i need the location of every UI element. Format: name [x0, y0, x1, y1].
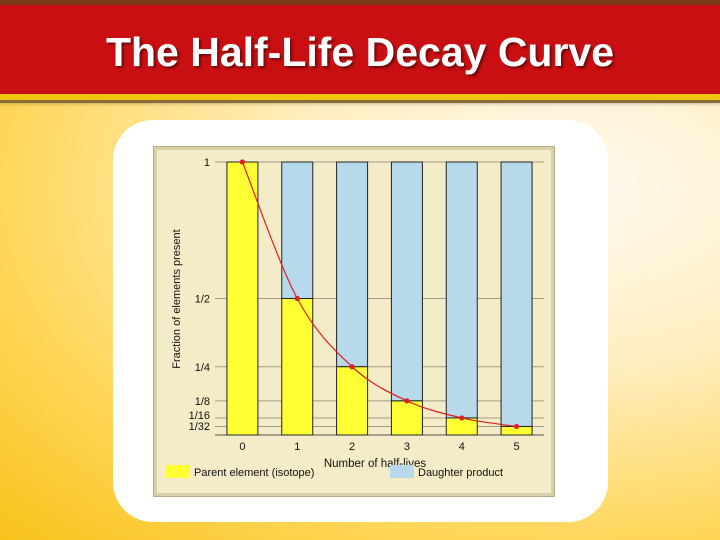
- chart-figure: 1 1/2 1/4 1/8 1/16 1/32 0 1 2 3 4 5 Fraction of el…: [153, 146, 555, 497]
- curve-point-1: [294, 295, 300, 302]
- x-tick-label: 4: [459, 441, 465, 453]
- y-tick-label: 1/16: [189, 410, 210, 422]
- curve-point-0: [239, 159, 246, 165]
- curve-point-5: [513, 423, 520, 430]
- daughter-bar-4: [445, 161, 478, 419]
- x-tick-label: 1: [294, 441, 300, 453]
- parent-bar-2: [336, 366, 369, 436]
- bars: [226, 161, 533, 436]
- curve-point-3: [404, 398, 410, 404]
- decay-curve: [239, 159, 520, 430]
- curve-point-2: [349, 364, 355, 370]
- daughter-bar-1: [281, 161, 314, 299]
- x-tick-label: 5: [514, 441, 520, 453]
- daughter-bar-2: [336, 161, 369, 368]
- slide-title: The Half-Life Decay Curve: [105, 29, 615, 75]
- y-tick-label: 1/4: [195, 362, 210, 374]
- legend: Parent element (isotope) Daughter product: [166, 465, 503, 479]
- x-tick-label: 2: [349, 441, 355, 453]
- daughter-bar-5: [500, 161, 533, 427]
- curve-point-4: [459, 415, 465, 421]
- y-tick-label: 1/2: [195, 294, 210, 306]
- legend-swatch: [390, 465, 414, 478]
- legend-label: Parent element (isotope): [194, 467, 314, 479]
- parent-bar-3: [390, 400, 423, 436]
- x-tick-labels: 0 1 2 3 4 5: [239, 441, 519, 453]
- title-bar: The Half-Life Decay Curve: [0, 0, 720, 103]
- y-tick-label: 1/32: [189, 421, 210, 433]
- y-tick-labels: 1 1/2 1/4 1/8 1/161/32: [189, 157, 210, 433]
- parent-bar-1: [281, 298, 314, 436]
- gridlines: [215, 161, 544, 436]
- parent-bar-0: [226, 161, 259, 436]
- x-tick-label: 0: [239, 441, 245, 453]
- legend-swatch: [166, 465, 190, 478]
- y-axis-label: Fraction of elements present: [171, 229, 183, 368]
- legend-label: Daughter product: [418, 467, 503, 479]
- daughter-bar-3: [390, 161, 423, 402]
- y-tick-label: 1/8: [195, 396, 210, 408]
- x-tick-label: 3: [404, 441, 410, 453]
- half-life-chart: 1 1/2 1/4 1/8 1/161/32 0 1 2 3 4 5 Fraction of el…: [166, 157, 544, 479]
- y-tick-label: 1: [204, 157, 210, 169]
